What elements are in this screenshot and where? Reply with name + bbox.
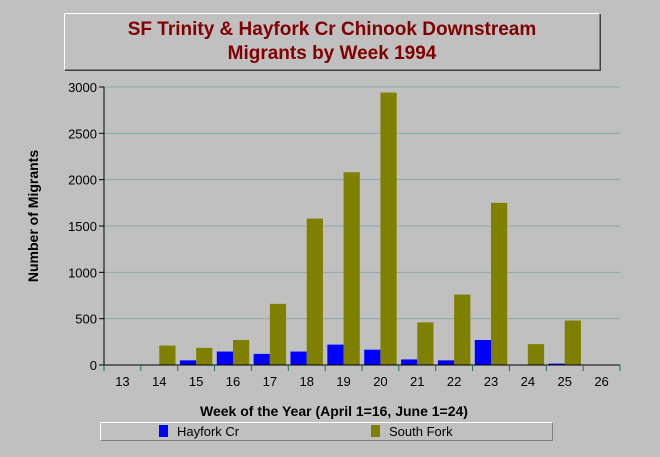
legend-item-south-fork: South Fork (371, 424, 453, 440)
bar-hayfork (548, 363, 565, 365)
x-tick-label: 24 (521, 374, 535, 389)
bar-south-fork (564, 320, 581, 365)
x-tick-label: 26 (594, 374, 608, 389)
x-tick-label: 25 (557, 374, 571, 389)
bar-south-fork (527, 344, 545, 365)
legend-label-south-fork: South Fork (389, 424, 453, 439)
y-ticks: 0 500 1000 1500 2000 2500 3000 (68, 80, 104, 373)
bar-hayfork (474, 339, 491, 365)
x-tick-label: 14 (152, 374, 166, 389)
bar-hayfork (401, 359, 418, 365)
x-axis-label: Week of the Year (April 1=16, June 1=24) (200, 403, 468, 419)
y-tick-label: 1000 (68, 265, 97, 280)
bar-south-fork (306, 218, 323, 365)
y-tick-label: 3000 (68, 80, 97, 95)
bar-hayfork (290, 351, 307, 365)
x-ticks: 13 14 15 16 17 18 19 20 21 22 23 24 25 26 (103, 365, 621, 389)
gridlines (104, 86, 620, 320)
y-tick-label: 1500 (68, 219, 97, 234)
bar-south-fork (380, 92, 397, 365)
chart-title-line-2: Migrants by Week 1994 (227, 43, 437, 64)
bar-south-fork (269, 303, 287, 365)
y-tick-label: 2500 (68, 126, 97, 141)
chart-title-line-1: SF Trinity & Hayfork Cr Chinook Downstre… (127, 19, 537, 40)
x-tick-label: 22 (447, 374, 461, 389)
x-tick-label: 15 (189, 374, 203, 389)
legend-item-hayfork: Hayfork Cr (159, 424, 239, 440)
bar-hayfork (437, 360, 455, 365)
bar-south-fork (233, 339, 250, 365)
legend: Hayfork Cr South Fork (100, 422, 553, 441)
bar-south-fork (196, 347, 213, 365)
x-tick-label: 16 (226, 374, 240, 389)
bars (159, 92, 581, 365)
bar-south-fork (491, 202, 508, 365)
legend-swatch-south-fork (371, 425, 380, 437)
bar-south-fork (417, 322, 434, 365)
x-tick-label: 18 (299, 374, 313, 389)
y-axis-label: Number of Migrants (25, 150, 41, 282)
x-tick-label: 17 (263, 374, 277, 389)
y-tick-label: 2000 (68, 173, 97, 188)
bar-hayfork (327, 344, 344, 365)
y-tick-label: 0 (90, 358, 97, 373)
x-tick-label: 23 (484, 374, 498, 389)
y-tick-label: 500 (75, 312, 97, 327)
x-tick-label: 13 (115, 374, 129, 389)
bar-hayfork (253, 353, 270, 365)
x-tick-label: 19 (336, 374, 350, 389)
bar-south-fork (454, 294, 471, 365)
x-tick-label: 21 (410, 374, 424, 389)
bar-hayfork (364, 349, 381, 365)
legend-swatch-hayfork (159, 425, 168, 437)
bar-south-fork (343, 172, 360, 365)
x-tick-label: 20 (373, 374, 387, 389)
legend-label-hayfork: Hayfork Cr (177, 424, 240, 439)
bar-hayfork (179, 360, 197, 365)
chart-title: SF Trinity & Hayfork Cr Chinook Downstre… (64, 13, 600, 70)
bar-hayfork (216, 351, 233, 365)
bar-south-fork (159, 345, 176, 365)
